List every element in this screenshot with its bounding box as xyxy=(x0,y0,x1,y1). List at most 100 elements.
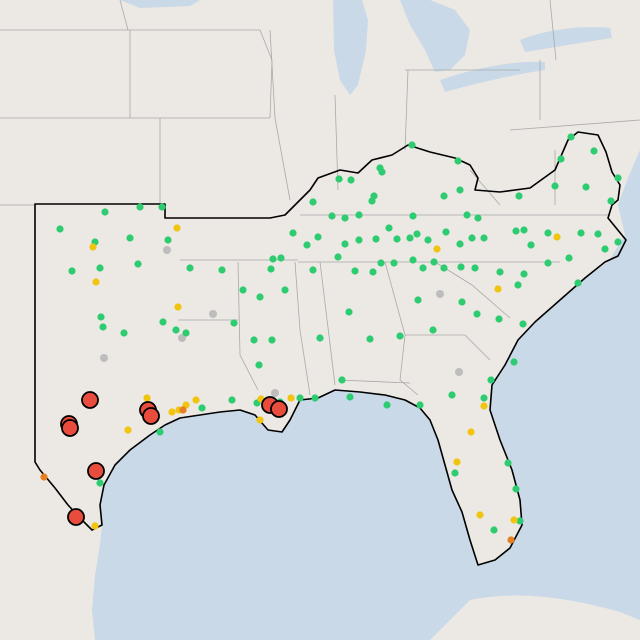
green-marker[interactable] xyxy=(377,259,385,267)
green-marker[interactable] xyxy=(289,229,297,237)
green-marker[interactable] xyxy=(456,240,464,248)
green-marker[interactable] xyxy=(99,323,107,331)
green-marker[interactable] xyxy=(424,236,432,244)
green-marker[interactable] xyxy=(480,394,488,402)
green-marker[interactable] xyxy=(582,183,590,191)
green-marker[interactable] xyxy=(393,235,401,243)
yellow-marker[interactable] xyxy=(174,303,182,311)
green-marker[interactable] xyxy=(158,203,166,211)
green-marker[interactable] xyxy=(334,253,342,261)
gray-marker[interactable] xyxy=(271,389,279,397)
green-marker[interactable] xyxy=(120,329,128,337)
green-marker[interactable] xyxy=(164,236,172,244)
green-marker[interactable] xyxy=(369,268,377,276)
yellow-marker[interactable] xyxy=(480,402,488,410)
yellow-marker[interactable] xyxy=(287,394,295,402)
green-marker[interactable] xyxy=(255,361,263,369)
green-marker[interactable] xyxy=(458,298,466,306)
green-marker[interactable] xyxy=(614,238,622,246)
orange-marker[interactable] xyxy=(507,536,515,544)
yellow-marker[interactable] xyxy=(476,511,484,519)
green-marker[interactable] xyxy=(277,254,285,262)
green-marker[interactable] xyxy=(341,214,349,222)
gray-marker[interactable] xyxy=(163,246,171,254)
red-marker[interactable] xyxy=(61,419,79,437)
green-marker[interactable] xyxy=(473,310,481,318)
green-marker[interactable] xyxy=(490,526,498,534)
yellow-marker[interactable] xyxy=(124,426,132,434)
red-marker[interactable] xyxy=(87,462,105,480)
gray-marker[interactable] xyxy=(455,368,463,376)
green-marker[interactable] xyxy=(414,296,422,304)
green-marker[interactable] xyxy=(409,212,417,220)
green-marker[interactable] xyxy=(309,266,317,274)
green-marker[interactable] xyxy=(390,259,398,267)
yellow-marker[interactable] xyxy=(92,278,100,286)
green-marker[interactable] xyxy=(590,147,598,155)
green-marker[interactable] xyxy=(504,459,512,467)
green-marker[interactable] xyxy=(159,318,167,326)
gray-marker[interactable] xyxy=(100,354,108,362)
green-marker[interactable] xyxy=(97,313,105,321)
green-marker[interactable] xyxy=(474,214,482,222)
green-marker[interactable] xyxy=(451,469,459,477)
green-marker[interactable] xyxy=(442,228,450,236)
green-marker[interactable] xyxy=(267,265,275,273)
green-marker[interactable] xyxy=(355,236,363,244)
green-marker[interactable] xyxy=(520,226,528,234)
yellow-marker[interactable] xyxy=(192,396,200,404)
green-marker[interactable] xyxy=(172,326,180,334)
green-marker[interactable] xyxy=(366,335,374,343)
green-marker[interactable] xyxy=(309,198,317,206)
green-marker[interactable] xyxy=(544,259,552,267)
green-marker[interactable] xyxy=(607,197,615,205)
green-marker[interactable] xyxy=(544,229,552,237)
green-marker[interactable] xyxy=(311,394,319,402)
yellow-marker[interactable] xyxy=(173,224,181,232)
green-marker[interactable] xyxy=(574,279,582,287)
green-marker[interactable] xyxy=(551,182,559,190)
yellow-marker[interactable] xyxy=(453,458,461,466)
green-marker[interactable] xyxy=(314,233,322,241)
green-marker[interactable] xyxy=(408,141,416,149)
green-marker[interactable] xyxy=(512,485,520,493)
green-marker[interactable] xyxy=(519,320,527,328)
green-marker[interactable] xyxy=(355,211,363,219)
green-marker[interactable] xyxy=(480,234,488,242)
green-marker[interactable] xyxy=(512,227,520,235)
green-marker[interactable] xyxy=(56,225,64,233)
yellow-marker[interactable] xyxy=(168,408,176,416)
green-marker[interactable] xyxy=(239,286,247,294)
green-marker[interactable] xyxy=(448,391,456,399)
red-marker[interactable] xyxy=(270,400,288,418)
green-marker[interactable] xyxy=(351,267,359,275)
green-marker[interactable] xyxy=(96,479,104,487)
green-marker[interactable] xyxy=(396,332,404,340)
green-marker[interactable] xyxy=(101,208,109,216)
green-marker[interactable] xyxy=(565,254,573,262)
green-marker[interactable] xyxy=(383,401,391,409)
green-marker[interactable] xyxy=(471,264,479,272)
red-marker[interactable] xyxy=(142,407,160,425)
green-marker[interactable] xyxy=(378,168,386,176)
green-marker[interactable] xyxy=(281,286,289,294)
green-marker[interactable] xyxy=(182,329,190,337)
yellow-marker[interactable] xyxy=(91,522,99,530)
green-marker[interactable] xyxy=(96,264,104,272)
green-marker[interactable] xyxy=(303,241,311,249)
green-marker[interactable] xyxy=(413,230,421,238)
green-marker[interactable] xyxy=(515,192,523,200)
green-marker[interactable] xyxy=(594,230,602,238)
yellow-marker[interactable] xyxy=(510,516,518,524)
green-marker[interactable] xyxy=(198,404,206,412)
orange-marker[interactable] xyxy=(179,406,187,414)
green-marker[interactable] xyxy=(370,192,378,200)
green-marker[interactable] xyxy=(409,256,417,264)
green-marker[interactable] xyxy=(614,174,622,182)
green-marker[interactable] xyxy=(601,245,609,253)
gray-marker[interactable] xyxy=(209,310,217,318)
green-marker[interactable] xyxy=(527,241,535,249)
green-marker[interactable] xyxy=(345,308,353,316)
